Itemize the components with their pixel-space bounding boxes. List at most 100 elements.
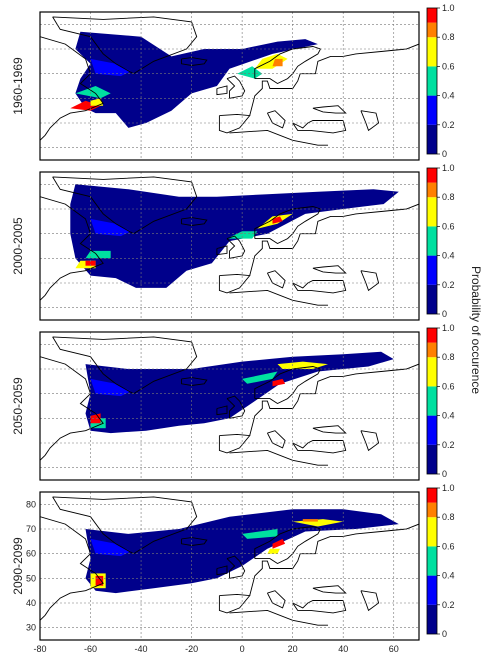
probability-region-high <box>272 216 283 224</box>
probability-region-high <box>90 98 104 106</box>
coastline <box>40 196 104 301</box>
probability-region-high <box>242 529 278 539</box>
coastline <box>254 366 322 405</box>
colorbar-band <box>427 182 437 198</box>
coastline <box>226 75 246 99</box>
coastline <box>226 235 246 259</box>
probability-region-mid <box>90 58 131 77</box>
panel-frame <box>39 171 420 321</box>
probability-region-high <box>272 58 283 67</box>
colorbar-tick-label: 1.0 <box>442 483 455 493</box>
colorbar-tick-label: 0.8 <box>442 192 455 202</box>
panel-label: 2050-2059 <box>11 377 25 435</box>
colorbar-band <box>427 168 437 183</box>
colorbar-frame <box>426 487 438 635</box>
coastline <box>216 85 228 96</box>
coastline <box>216 405 228 416</box>
x-tick-label: 60 <box>389 644 399 654</box>
probability-region-high <box>272 378 286 387</box>
colorbar-band <box>427 22 437 38</box>
colorbar-tick-label: 0.8 <box>442 512 455 522</box>
y-tick-label: 80 <box>26 499 36 509</box>
colorbar-band <box>427 124 437 154</box>
colorbar-tick-label: 0.2 <box>442 600 455 610</box>
probability-region-mid <box>90 538 131 557</box>
y-tick-label: 50 <box>26 573 36 583</box>
coastline <box>249 523 419 596</box>
coastline <box>266 270 286 289</box>
colorbar-band <box>427 255 437 285</box>
y-tick-label: 30 <box>26 623 36 633</box>
colorbar-tick-label: 0 <box>442 629 447 639</box>
coastline <box>216 245 228 256</box>
probability-region-high <box>272 538 286 549</box>
panel-label: 2090-2099 <box>11 537 25 595</box>
panel-frame <box>39 331 420 481</box>
colorbar-tick-label: 0.4 <box>442 91 455 101</box>
coastline <box>254 206 322 245</box>
coastline <box>249 203 419 276</box>
coastline <box>360 110 380 132</box>
colorbar-tick-label: 1.0 <box>442 163 455 173</box>
colorbar-band <box>427 95 437 125</box>
colorbar-tick-label: 0 <box>442 309 447 319</box>
colorbar-tick-label: 0.8 <box>442 352 455 362</box>
map-panel-3: 2050-2059 <box>11 331 420 481</box>
probability-region-high <box>267 548 280 554</box>
coastline <box>312 105 347 114</box>
colorbar-band <box>427 8 437 23</box>
map-panel-2: 2000-2005 <box>11 171 420 321</box>
colorbar-band <box>427 197 437 227</box>
colorbar-tick-label: 0.2 <box>442 120 455 130</box>
probability-region-mid <box>90 218 131 237</box>
coastline <box>312 265 347 274</box>
colorbar-band <box>427 575 437 605</box>
colorbar: 0 0.2 0.4 0.6 0.8 1.0 <box>426 483 455 639</box>
x-tick-label: 20 <box>288 644 298 654</box>
panel-frame <box>39 491 420 641</box>
colorbar-band <box>427 357 437 387</box>
coastline <box>40 356 104 461</box>
probability-region-mid <box>90 378 131 397</box>
coastline <box>40 516 104 621</box>
coastline <box>40 36 104 141</box>
panel-label: 2000-2005 <box>11 217 25 275</box>
colorbar-band <box>427 488 437 503</box>
coastline <box>218 593 251 614</box>
probability-region-high <box>227 231 258 239</box>
y-tick-label: 70 <box>26 524 36 534</box>
probability-region-high <box>85 250 111 259</box>
colorbar-band <box>427 415 437 445</box>
coastline <box>226 555 246 579</box>
x-tick-label: 40 <box>338 644 348 654</box>
colorbar-frame <box>426 167 438 315</box>
colorbar-band <box>427 546 437 576</box>
colorbar-band <box>427 66 437 96</box>
map-panel-1: 1960-1969 <box>11 11 420 161</box>
coastline <box>266 590 286 609</box>
coastline <box>312 585 347 594</box>
coastline <box>360 270 380 292</box>
coastline <box>312 425 347 434</box>
colorbar-band <box>427 342 437 358</box>
colorbar-tick-label: 0.2 <box>442 280 455 290</box>
colorbar: 0 0.2 0.4 0.6 0.8 1.0 <box>426 323 455 479</box>
colorbar-tick-label: 0.6 <box>442 221 455 231</box>
colorbar-tick-label: 0.6 <box>442 61 455 71</box>
colorbar-tick-label: 0.8 <box>442 32 455 42</box>
coastline <box>218 113 251 134</box>
colorbar-band <box>427 517 437 547</box>
coastline <box>249 363 419 436</box>
colorbar: 0 0.2 0.4 0.6 0.8 1.0 <box>426 163 455 319</box>
colorbar-tick-label: 1.0 <box>442 3 455 13</box>
x-tick-label: 0 <box>240 644 245 654</box>
colorbar-tick-label: 0.4 <box>442 411 455 421</box>
probability-region-high <box>85 260 96 266</box>
x-tick-label: -40 <box>135 644 148 654</box>
colorbar-band <box>427 226 437 256</box>
probability-region-high <box>242 371 278 384</box>
colorbar-band <box>427 502 437 518</box>
colorbar-tick-label: 0.4 <box>442 571 455 581</box>
colorbar-frame <box>426 7 438 155</box>
